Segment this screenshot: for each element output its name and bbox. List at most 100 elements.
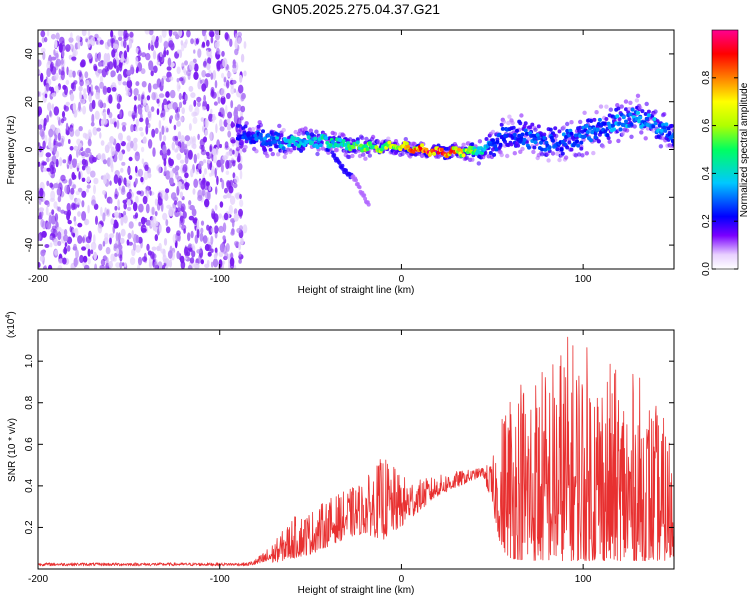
noise-blob [174, 112, 180, 121]
noise-blob [192, 137, 195, 143]
noise-blob [236, 155, 241, 163]
noise-blob [72, 232, 76, 238]
noise-blob [87, 52, 93, 60]
noise-blob [127, 76, 131, 82]
noise-blob [134, 151, 140, 162]
ridge-halo [557, 157, 562, 163]
ridge-halo [624, 107, 628, 112]
ridge-core [318, 143, 323, 148]
noise-blob [137, 264, 141, 269]
noise-blob [90, 121, 95, 127]
ridge-core [519, 136, 524, 141]
noise-blob [184, 145, 188, 154]
snr-y-label: SNR (10 * v/v) [7, 418, 18, 482]
noise-blob [132, 141, 138, 152]
noise-blob [191, 208, 197, 217]
ridge-halo [604, 104, 609, 109]
noise-blob [46, 30, 50, 37]
noise-blob [40, 72, 44, 83]
snr-multiplier: (x104) [5, 311, 17, 338]
ridge-halo [461, 142, 466, 147]
ridge-core [652, 117, 657, 122]
ridge-halo [268, 147, 273, 152]
noise-blob [134, 125, 139, 132]
noise-blob [184, 135, 191, 142]
ridge-core [512, 132, 517, 137]
noise-blob [57, 265, 63, 269]
noise-blob [135, 81, 140, 87]
noise-blob [93, 177, 99, 185]
ridge-halo [319, 140, 324, 145]
noise-blob [191, 243, 195, 250]
noise-blob [73, 257, 78, 268]
noise-blob [239, 199, 244, 207]
ridge-halo [640, 109, 645, 114]
branch-blob [340, 163, 345, 168]
noise-blob [95, 39, 99, 45]
noise-blob [113, 211, 120, 218]
ridge-core [531, 133, 536, 138]
noise-blob [85, 147, 91, 154]
noise-blob [70, 93, 75, 102]
noise-blob [208, 185, 212, 191]
noise-blob [232, 79, 237, 85]
ridge-halo [627, 106, 632, 112]
noise-blob [122, 125, 126, 132]
ridge-halo [289, 148, 294, 153]
noise-blob [110, 30, 114, 38]
noise-blob [82, 132, 87, 139]
noise-blob [38, 124, 43, 130]
noise-blob [93, 65, 98, 72]
noise-blob [123, 202, 127, 210]
noise-blob [48, 128, 54, 138]
ridge-halo [244, 121, 249, 126]
noise-blob [150, 44, 155, 52]
ridge-halo [643, 136, 648, 141]
noise-blob [116, 248, 120, 255]
ridge-core [540, 147, 545, 152]
noise-blob [214, 80, 218, 89]
noise-blob [190, 168, 194, 178]
ridge-core [351, 145, 356, 150]
noise-blob [168, 40, 174, 48]
noise-blob [142, 97, 147, 106]
ridge-core [588, 126, 592, 131]
noise-blob [53, 49, 56, 56]
noise-blob [237, 31, 242, 38]
noise-blob [56, 226, 62, 232]
noise-blob [94, 263, 98, 269]
noise-blob [102, 240, 106, 247]
ridge-halo [619, 104, 624, 109]
ridge-halo [567, 140, 572, 145]
noise-blob [182, 164, 188, 173]
noise-blob [85, 166, 89, 171]
ridge-halo [584, 151, 589, 156]
ridge-core [539, 140, 543, 145]
noise-blob [201, 144, 205, 152]
noise-blob [137, 236, 143, 244]
ridge-halo [577, 129, 582, 133]
ridge-core [439, 147, 444, 152]
noise-blob [106, 257, 109, 267]
noise-blob [147, 250, 152, 256]
noise-blob [192, 58, 197, 64]
noise-blob [60, 209, 65, 214]
snr-line-group [38, 336, 674, 567]
noise-blob [189, 257, 195, 264]
noise-blob [45, 152, 52, 158]
ridge-halo [615, 103, 620, 108]
noise-blob [232, 63, 237, 70]
noise-blob [211, 208, 215, 214]
noise-blob [129, 257, 136, 265]
noise-blob [69, 164, 73, 170]
noise-blob [96, 72, 100, 78]
ridge-core [276, 132, 281, 137]
noise-blob [70, 32, 73, 39]
spectrogram-y-label: Frequency (Hz) [6, 116, 17, 185]
noise-blob [139, 117, 144, 123]
snr-multiplier-suffix: ) [6, 311, 17, 314]
noise-blob [234, 33, 238, 42]
ridge-core [596, 122, 601, 126]
noise-blob [160, 248, 166, 254]
noise-blob [69, 146, 74, 151]
